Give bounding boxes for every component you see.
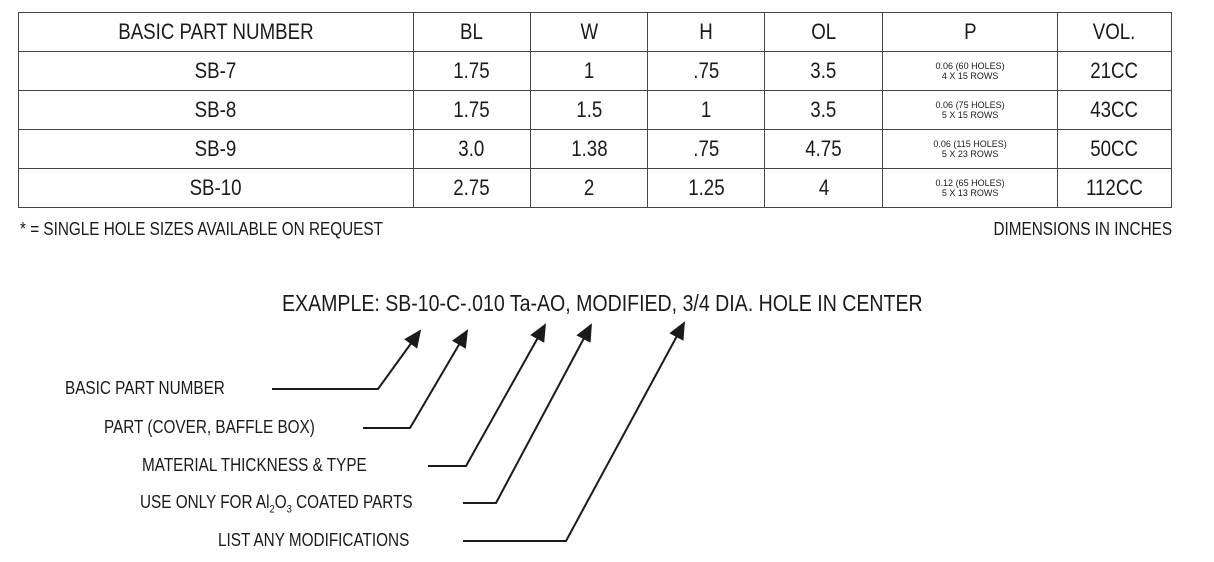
p-holes: 0.06 (60 HOLES) [935,61,1005,71]
p-holes: 0.06 (115 HOLES) [933,139,1007,149]
legend-coated-parts: USE ONLY FOR Al2O3 COATED PARTS [140,492,413,516]
cell-p: 0.06 (60 HOLES) 4 X 15 ROWS [882,51,1058,91]
table-header-row: BASIC PART NUMBER BL W H OL P VOL. [18,12,1173,52]
cell-p: 0.06 (75 HOLES) 5 X 15 ROWS [882,90,1058,130]
cell-h: .75 [647,51,766,91]
cell-h: 1.25 [647,168,766,208]
cell-bl: 1.75 [412,51,531,91]
arrow-modifications [463,321,685,542]
cell-p: 0.12 (65 HOLES) 5 X 13 ROWS [882,168,1058,208]
arrow-material [428,323,546,467]
cell-ol: 3.5 [764,90,884,130]
p-holes: 0.06 (75 HOLES) [935,100,1005,110]
legend-basic-part-number: BASIC PART NUMBER [65,378,225,398]
arrow-basic [272,329,422,390]
table-row: SB-10 2.75 2 1.25 4 0.12 (65 HOLES) 5 X 13 ROW… [18,168,1173,208]
units-note: DIMENSIONS IN INCHES [993,219,1172,239]
p-rows: 5 X 13 ROWS [941,188,999,198]
cell-ol: 4 [764,168,884,208]
legend-material: MATERIAL THICKNESS & TYPE [142,455,367,475]
p-rows: 5 X 15 ROWS [941,110,999,120]
cell-vol: 50CC [1056,129,1173,169]
cell-w: 2 [529,168,649,208]
cell-part-number: SB-9 [18,129,414,169]
arrow-part [363,329,469,429]
cell-vol: 112CC [1056,168,1173,208]
part-number-table: BASIC PART NUMBER BL W H OL P VOL. SB-7 1… [18,12,1173,208]
arrow-coated [463,323,592,504]
p-holes: 0.12 (65 HOLES) [935,178,1005,188]
cell-vol: 43CC [1056,90,1173,130]
p-rows: 4 X 15 ROWS [941,71,999,81]
legend-modifications: LIST ANY MODIFICATIONS [218,530,410,550]
cell-bl: 2.75 [412,168,531,208]
cell-p: 0.06 (115 HOLES) 5 X 23 ROWS [882,129,1058,169]
cell-w: 1.38 [529,129,649,169]
p-rows: 5 X 23 ROWS [941,149,999,159]
table-row: SB-8 1.75 1.5 1 3.5 0.06 (75 HOLES) 5 X 15 ROW… [18,90,1173,130]
header-bl: BL [412,12,531,52]
header-basic-part-number: BASIC PART NUMBER [18,12,414,52]
cell-vol: 21CC [1056,51,1173,91]
table-row: SB-9 3.0 1.38.75 4.75 0.06 (115 HOLES) 5 X 23… [18,129,1173,169]
cell-part-number: SB-10 [18,168,414,208]
cell-bl: 3.0 [412,129,531,169]
cell-ol: 3.5 [764,51,884,91]
cell-w: 1 [529,51,649,91]
example-part-number: EXAMPLE: SB-10-C-.010 Ta-AO, MODIFIED, 3… [282,290,923,316]
footnote: * = SINGLE HOLE SIZES AVAILABLE ON REQUE… [20,219,383,239]
header-w: W [529,12,649,52]
header-vol: VOL. [1056,12,1173,52]
legend-part: PART (COVER, BAFFLE BOX) [104,417,315,437]
cell-ol: 4.75 [764,129,884,169]
cell-w: 1.5 [529,90,649,130]
cell-part-number: SB-8 [18,90,414,130]
